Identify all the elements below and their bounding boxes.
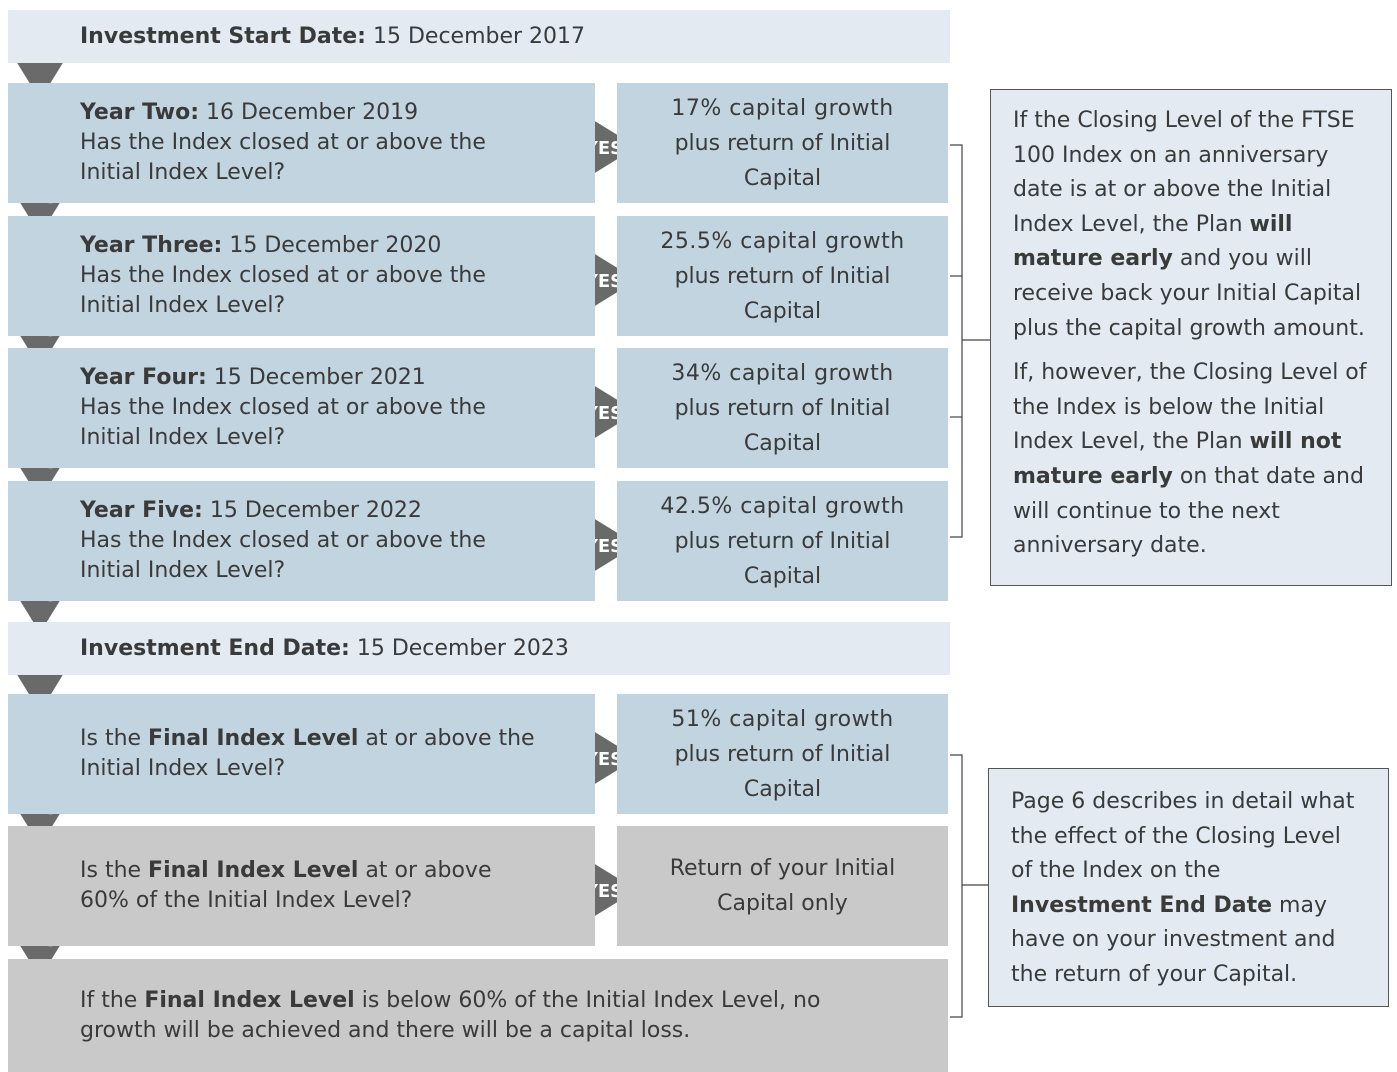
yes-arrow	[585, 115, 637, 179]
text: on that date and will continue to the ne…	[1013, 463, 1364, 559]
text: Is the	[80, 858, 149, 883]
bracket	[950, 754, 963, 1018]
paragraph: If the Closing Level of the FTSE 100 Ind…	[1013, 104, 1369, 346]
question-box: Year Five: 15 December 2022 Has the Index…	[8, 481, 595, 601]
date: 15 December 2021	[213, 365, 426, 390]
yes-arrow	[585, 380, 637, 444]
result: Return of your Initial Capital only	[635, 851, 930, 921]
label: Year Five:	[80, 498, 203, 523]
result: plus return of Initial Capital	[635, 126, 930, 196]
date: 15 December 2017	[372, 23, 586, 49]
result: plus return of Initial Capital	[674, 130, 891, 191]
result: plus return of Initial Capital	[635, 737, 930, 807]
result-box: 17% capital growth plus return of Initial…	[617, 83, 948, 203]
question: Has the Index closed at or above the Ini…	[80, 128, 545, 188]
question-box: Year Two: 16 December 2019 Has the Index …	[8, 83, 595, 203]
bold-text: Investment End Date	[1011, 892, 1273, 918]
growth: 17% capital growth	[671, 95, 894, 121]
growth: 34% capital growth	[635, 356, 930, 391]
text: at or above the Initial Index Level?	[80, 726, 535, 781]
label: Year Three:	[80, 233, 223, 258]
heading: Year Five: 15 December 2022	[80, 496, 545, 526]
text: is below 60% of the Initial Index Level,…	[80, 987, 821, 1043]
note-box: If the Closing Level of the FTSE 100 Ind…	[990, 89, 1392, 586]
text: and you will receive back your Initial C…	[1013, 246, 1365, 341]
growth: 42.5% capital growth	[635, 489, 930, 524]
date: 16 December 2019	[206, 100, 419, 125]
yes-arrow	[585, 858, 637, 922]
label: Year Two:	[80, 100, 200, 125]
yes-arrow	[585, 513, 637, 577]
question: Is the Final Index Level at or above the…	[80, 724, 545, 784]
label: Investment End Date:	[80, 635, 350, 661]
loss-box: If the Final Index Level is below 60% of…	[8, 959, 948, 1072]
result: plus return of Initial Capital	[674, 741, 891, 802]
growth: 51% capital growth	[671, 706, 894, 732]
result: plus return of Initial Capital	[635, 391, 930, 461]
question-box: Year Three: 15 December 2020 Has the Inde…	[8, 216, 595, 336]
result-box: Return of your Initial Capital only	[617, 826, 948, 946]
question: Has the Index closed at or above the Ini…	[80, 526, 545, 586]
text: If the Closing Level of the FTSE 100 Ind…	[1013, 108, 1355, 237]
result: plus return of Initial Capital	[635, 259, 930, 329]
question: Has the Index closed at or above the Ini…	[80, 395, 486, 450]
question-box: Is the Final Index Level at or above 60%…	[8, 826, 595, 946]
question: Has the Index closed at or above the Ini…	[80, 263, 486, 318]
yes-arrow	[585, 248, 637, 312]
label: Year Four:	[80, 365, 207, 390]
loss: If the Final Index Level is below 60% of…	[80, 986, 888, 1046]
result-box: 25.5% capital growth plus return of Initi…	[617, 216, 948, 336]
growth: 25.5% capital growth	[635, 224, 930, 259]
growth: 51% capital growth	[635, 702, 930, 737]
question: Is the Final Index Level at or above 60%…	[80, 856, 545, 916]
label: Investment Start Date:	[80, 23, 366, 49]
text: If the	[80, 987, 145, 1013]
bold-text: Final Index Level	[148, 858, 359, 883]
question: Has the Index closed at or above the Ini…	[80, 393, 545, 453]
text: If, however, the Closing Level of the In…	[1013, 360, 1367, 455]
growth: 42.5% capital growth	[660, 493, 905, 519]
line: Investment End Date: 15 December 2023	[80, 634, 900, 664]
paragraph: If, however, the Closing Level of the In…	[1013, 356, 1369, 564]
question-box: Year Four: 15 December 2021 Has the Index…	[8, 348, 595, 468]
result: plus return of Initial Capital	[674, 528, 891, 589]
date: 15 December 2020	[229, 233, 442, 258]
question: Has the Index closed at or above the Ini…	[80, 130, 486, 185]
bold-text: Final Index Level	[148, 726, 359, 751]
result: plus return of Initial Capital	[674, 263, 891, 324]
yes-arrow	[585, 726, 637, 790]
result-box: 34% capital growth plus return of Initial…	[617, 348, 948, 468]
heading: Year Two: 16 December 2019	[80, 98, 545, 128]
question: Has the Index closed at or above the Ini…	[80, 528, 486, 583]
result: Return of your Initial Capital only	[669, 856, 896, 916]
bracket	[950, 144, 963, 538]
result: plus return of Initial Capital	[674, 395, 891, 456]
result: plus return of Initial Capital	[635, 524, 930, 594]
line: Investment Start Date: 15 December 2017	[80, 22, 900, 52]
question: Has the Index closed at or above the Ini…	[80, 261, 545, 321]
start-bar: Investment Start Date: 15 December 2017	[8, 10, 950, 63]
result-box: 51% capital growth plus return of Initial…	[617, 694, 948, 814]
text: Is the	[80, 726, 149, 751]
bold-text: will not mature early	[1013, 429, 1342, 489]
growth: 25.5% capital growth	[660, 228, 905, 254]
text: at or above 60% of the Initial Index Lev…	[80, 858, 492, 913]
heading: Year Three: 15 December 2020	[80, 231, 545, 261]
text: Page 6 describes in detail what the effe…	[1011, 789, 1355, 884]
growth: 17% capital growth	[635, 91, 930, 126]
heading: Year Four: 15 December 2021	[80, 363, 545, 393]
result-box: 42.5% capital growth plus return of Initi…	[617, 481, 948, 601]
end-bar: Investment End Date: 15 December 2023	[8, 622, 950, 675]
date: 15 December 2022	[209, 498, 422, 523]
growth: 34% capital growth	[671, 360, 894, 386]
question-box: Is the Final Index Level at or above the…	[8, 694, 595, 814]
date: 15 December 2023	[356, 635, 569, 661]
paragraph: Page 6 describes in detail what the effe…	[1011, 785, 1366, 993]
bold-text: Final Index Level	[144, 987, 355, 1013]
bold-text: will mature early	[1013, 211, 1293, 272]
note-box: Page 6 describes in detail what the effe…	[988, 768, 1389, 1007]
text: may have on your investment and the retu…	[1011, 892, 1336, 987]
